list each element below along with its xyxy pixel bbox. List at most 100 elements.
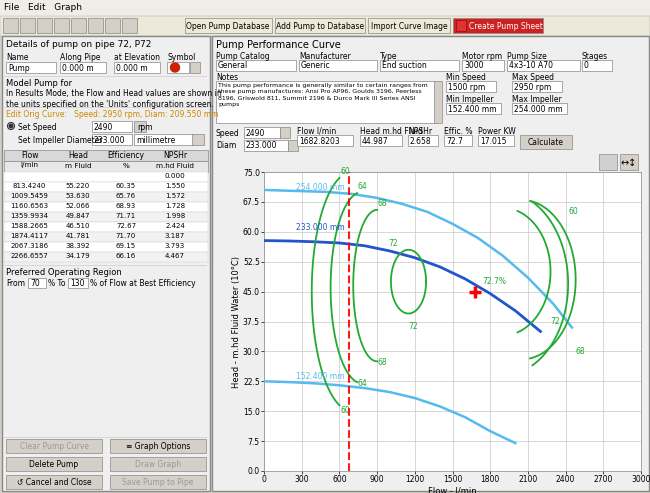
Text: m.hd Fluid: m.hd Fluid (156, 163, 194, 169)
Text: Max Impeller: Max Impeller (512, 95, 562, 104)
Text: NPSHr: NPSHr (163, 151, 187, 161)
Text: 70: 70 (30, 279, 40, 288)
Text: Symbol: Symbol (167, 53, 196, 62)
Text: Details of pump on pipe 72, P72: Details of pump on pipe 72, P72 (6, 40, 151, 49)
Text: 17.015: 17.015 (480, 137, 506, 145)
Text: Min Impeller: Min Impeller (446, 95, 493, 104)
Text: 1009.5459: 1009.5459 (10, 193, 49, 199)
Text: 60: 60 (568, 207, 578, 216)
Text: 813.4240: 813.4240 (13, 183, 46, 189)
Text: 60: 60 (340, 167, 350, 176)
Text: 55.220: 55.220 (66, 183, 90, 189)
Text: rpm: rpm (137, 123, 153, 132)
Bar (20, 18, 35, 33)
Bar (620, 154, 638, 170)
Text: 0.000 m: 0.000 m (62, 64, 94, 73)
Text: 41.781: 41.781 (66, 233, 90, 239)
Text: 34.179: 34.179 (66, 253, 90, 259)
Bar (4, 242, 208, 252)
Text: Preferred Operating Region: Preferred Operating Region (6, 268, 122, 277)
Text: 254.000 mm: 254.000 mm (296, 183, 344, 192)
Bar (68, 278, 88, 288)
Bar (192, 134, 204, 145)
Bar (507, 60, 580, 71)
Text: Notes: Notes (216, 73, 238, 82)
Text: 52.066: 52.066 (66, 203, 90, 209)
Text: Edit Orig Curve:   Speed: 2950 rpm, Diam: 209.550 mm: Edit Orig Curve: Speed: 2950 rpm, Diam: … (6, 110, 218, 119)
Text: 3000: 3000 (464, 62, 484, 70)
Bar (105, 18, 120, 33)
Text: 1.728: 1.728 (165, 203, 185, 209)
Text: Import Curve Image: Import Curve Image (370, 22, 447, 31)
Text: File   Edit   Graph: File Edit Graph (4, 3, 82, 12)
Bar (134, 121, 146, 132)
Text: Add Pump to Database: Add Pump to Database (276, 22, 364, 31)
Text: 1.998: 1.998 (165, 213, 185, 219)
Text: 1160.6563: 1160.6563 (10, 203, 49, 209)
Text: Head: Head (68, 151, 88, 161)
Text: 1874.4117: 1874.4117 (10, 233, 49, 239)
Bar (599, 154, 617, 170)
Bar (360, 135, 402, 146)
Text: % To: % To (48, 279, 66, 288)
Text: Diam: Diam (216, 141, 236, 150)
Circle shape (170, 63, 179, 72)
Text: 69.15: 69.15 (116, 243, 136, 249)
Bar (444, 135, 472, 146)
Bar (110, 457, 206, 471)
Text: Create Pump Sheet: Create Pump Sheet (469, 22, 543, 31)
Text: 0.000 m: 0.000 m (116, 64, 148, 73)
Circle shape (9, 124, 13, 128)
Text: 2.658: 2.658 (410, 137, 432, 145)
Text: 72: 72 (389, 239, 398, 248)
Bar (2, 36, 210, 491)
Bar (6, 439, 102, 453)
Bar (6, 475, 102, 489)
Text: l/min: l/min (21, 163, 38, 169)
Bar (6, 62, 56, 73)
Text: %: % (123, 163, 129, 169)
Bar (512, 81, 562, 92)
Text: 49.847: 49.847 (66, 213, 90, 219)
Bar (299, 60, 377, 71)
Text: 0.000: 0.000 (164, 173, 185, 179)
Bar (408, 135, 438, 146)
Bar (434, 81, 442, 123)
Text: 233.000: 233.000 (94, 136, 125, 145)
Bar (134, 134, 194, 145)
Bar (114, 62, 160, 73)
Bar (110, 439, 206, 453)
Text: 4.467: 4.467 (165, 253, 185, 259)
Text: Model Pump for: Model Pump for (6, 79, 72, 88)
Text: 2266.6557: 2266.6557 (10, 253, 48, 259)
Bar (520, 135, 572, 149)
Y-axis label: Head - m.hd Fluid Water (10°C): Head - m.hd Fluid Water (10°C) (233, 255, 241, 387)
Bar (4, 232, 208, 242)
Text: 152.400 mm: 152.400 mm (296, 372, 344, 381)
Text: % of Flow at Best Efficiency: % of Flow at Best Efficiency (90, 279, 196, 288)
Text: ≡ Graph Options: ≡ Graph Options (126, 442, 190, 451)
Text: 68.93: 68.93 (116, 203, 136, 209)
Bar (446, 81, 496, 92)
Bar (280, 127, 290, 138)
Text: Max Speed: Max Speed (512, 73, 554, 82)
Text: Type: Type (380, 52, 398, 61)
Bar (4, 172, 208, 182)
Bar (185, 18, 272, 33)
Text: Flow: Flow (21, 151, 38, 161)
Text: Along Pipe: Along Pipe (60, 53, 101, 62)
Text: Delete Pump: Delete Pump (29, 460, 79, 469)
Text: Pump Size: Pump Size (507, 52, 547, 61)
Text: 72.7%: 72.7% (482, 277, 506, 285)
Text: 65.76: 65.76 (116, 193, 136, 199)
Text: 1.550: 1.550 (165, 183, 185, 189)
Bar (512, 103, 567, 114)
Bar (110, 475, 206, 489)
Text: Efficiency: Efficiency (107, 151, 144, 161)
Bar (28, 278, 46, 288)
Text: 1.572: 1.572 (165, 193, 185, 199)
Bar (190, 62, 200, 73)
Bar (453, 18, 543, 33)
Text: General: General (218, 62, 248, 70)
Text: ↺ Cancel and Close: ↺ Cancel and Close (17, 478, 91, 487)
